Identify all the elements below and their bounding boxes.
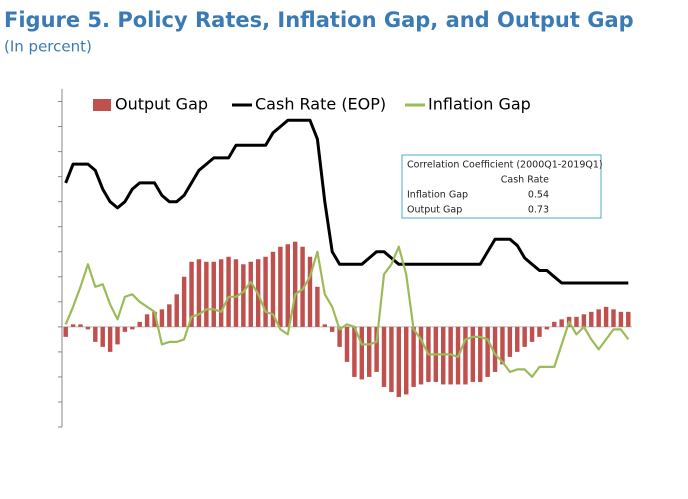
bar [85, 326, 91, 330]
bar [485, 326, 490, 377]
bar [196, 259, 202, 327]
bar [100, 326, 105, 347]
bar [366, 326, 372, 377]
bar [189, 261, 194, 327]
bar [122, 326, 128, 332]
bar [589, 311, 594, 327]
bar [507, 326, 513, 357]
chart-subtitle: (In percent) [4, 38, 92, 56]
bar [78, 324, 83, 327]
bar [574, 316, 579, 327]
bar [626, 311, 631, 327]
bar [137, 321, 142, 327]
bar [492, 326, 498, 372]
bar [500, 326, 505, 365]
bar [448, 326, 453, 385]
bar [389, 326, 394, 392]
bar [226, 256, 231, 327]
bar [596, 309, 601, 327]
bar [359, 326, 365, 380]
bar [130, 326, 135, 330]
bar [107, 326, 113, 352]
legend-label: Cash Rate (EOP) [255, 95, 386, 114]
bar [292, 241, 298, 327]
bar [115, 326, 120, 345]
legend-label: Output Gap [115, 95, 208, 114]
bar [470, 326, 476, 382]
bar [352, 326, 357, 377]
bar [404, 326, 409, 395]
legend-swatch [93, 99, 111, 111]
bar [63, 326, 68, 337]
bar [307, 256, 313, 327]
inset-row-value: 0.73 [528, 205, 549, 216]
legend-label: Inflation Gap [428, 95, 531, 114]
chart-title: Figure 5. Policy Rates, Inflation Gap, a… [4, 8, 634, 32]
bar [329, 326, 335, 332]
line [64, 245, 630, 378]
bar [441, 326, 446, 385]
bar [300, 246, 305, 327]
inset-row-label: Output Gap [407, 205, 462, 216]
bar [93, 326, 98, 342]
bar [552, 321, 557, 327]
bar [278, 246, 283, 327]
bar [581, 314, 587, 327]
bar [374, 326, 379, 372]
bar [218, 259, 224, 327]
bar [144, 314, 150, 327]
inset-row-label: Inflation Gap [407, 190, 468, 201]
bar [603, 306, 609, 327]
bar [559, 319, 564, 327]
bar [381, 326, 387, 387]
bar [396, 326, 402, 397]
bar [337, 326, 342, 347]
bar [263, 256, 268, 327]
bar [529, 326, 535, 342]
bar [611, 309, 616, 327]
bar [167, 304, 172, 327]
bar [270, 251, 276, 327]
bar [204, 261, 209, 327]
inset-row-value: 0.54 [528, 190, 549, 201]
bar [159, 309, 165, 327]
bar [522, 326, 527, 347]
bar [411, 326, 416, 387]
bar [322, 324, 328, 327]
bar [315, 286, 320, 327]
bar [233, 259, 239, 327]
bar [478, 326, 483, 382]
line [64, 118, 629, 285]
bar [537, 326, 542, 337]
bar [241, 264, 246, 327]
inset-title: Correlation Coefficient (2000Q1-2019Q1) [407, 160, 603, 171]
bar [344, 326, 350, 362]
bar [618, 311, 624, 327]
inset-header: Cash Rate [501, 175, 549, 186]
bar [174, 294, 179, 327]
bar [463, 326, 468, 385]
inset-box [401, 154, 602, 219]
bar [418, 326, 424, 385]
bar [211, 261, 216, 327]
bar [515, 326, 520, 352]
bar [544, 326, 550, 330]
bar [181, 276, 187, 327]
bar [285, 244, 290, 327]
bar [70, 324, 76, 327]
bar [152, 311, 157, 327]
bar [248, 261, 253, 327]
